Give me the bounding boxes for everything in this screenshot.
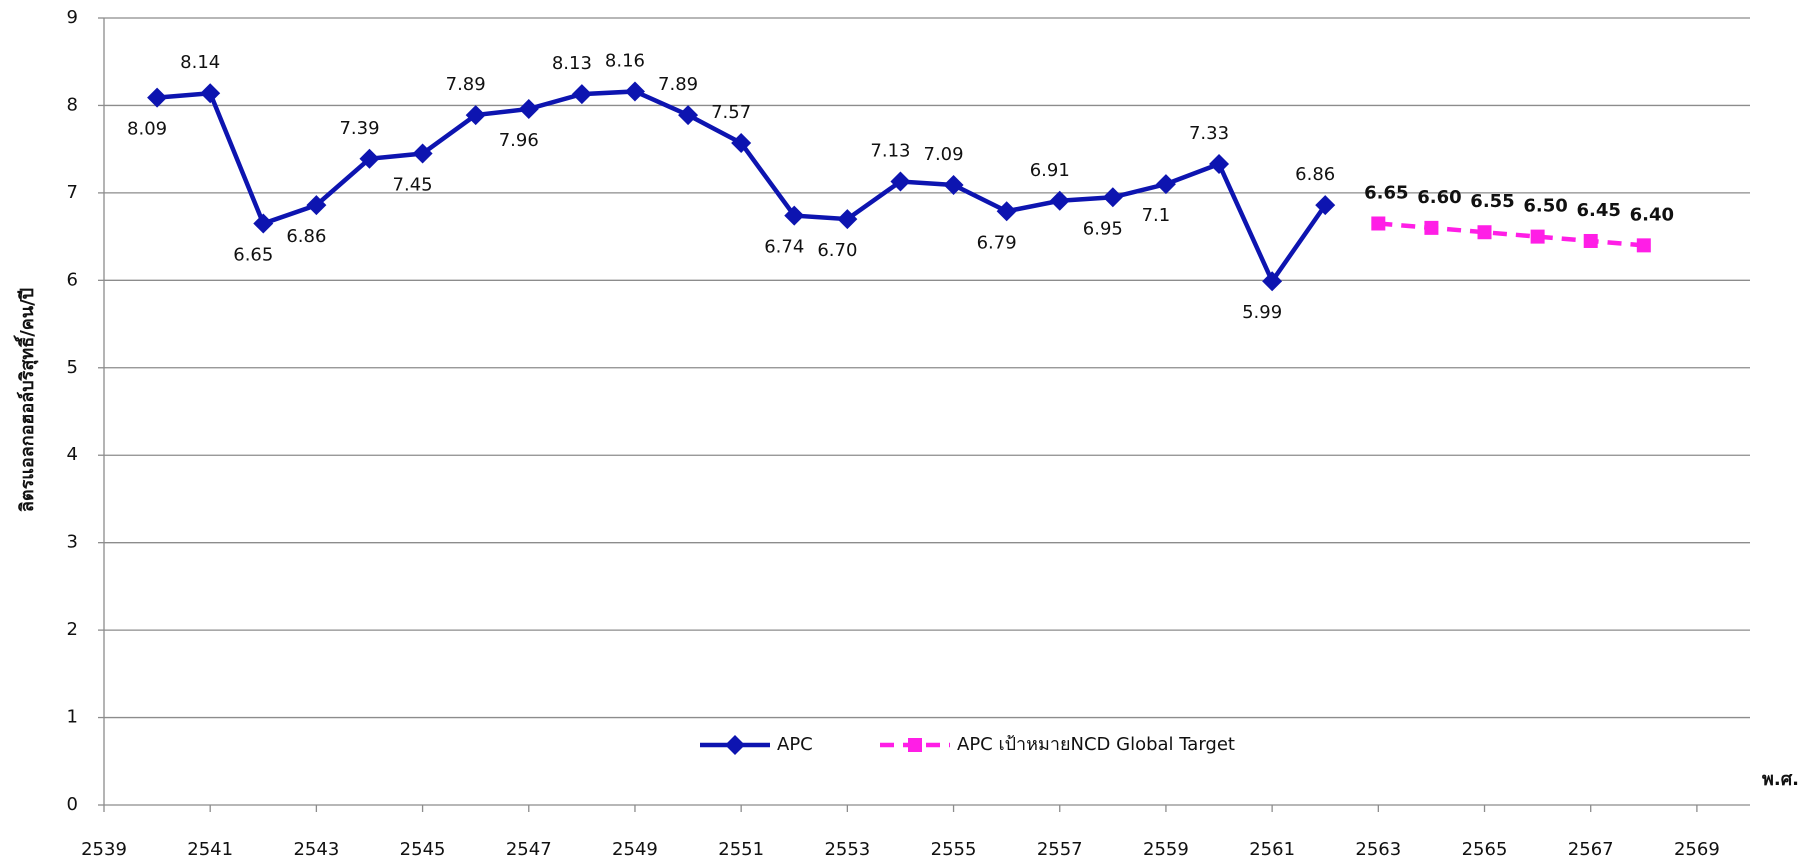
data-label: 7.96 bbox=[499, 130, 539, 151]
x-tick-label: 2541 bbox=[187, 839, 233, 860]
data-point bbox=[625, 81, 645, 101]
data-label: 7.33 bbox=[1189, 123, 1229, 144]
legend-marker bbox=[908, 738, 922, 752]
data-point bbox=[1531, 230, 1545, 244]
data-label: 7.89 bbox=[658, 74, 698, 95]
y-axis-label: ลิตรแอลกอฮอล์บริสุทธิ์/คน/ปี bbox=[13, 288, 39, 512]
y-tick-label: 2 bbox=[67, 619, 78, 640]
x-tick-label: 2565 bbox=[1462, 839, 1508, 860]
data-label: 6.55 bbox=[1470, 191, 1514, 212]
data-label: 8.13 bbox=[552, 53, 592, 74]
data-label: 8.14 bbox=[180, 52, 220, 73]
chart: ลิตรแอลกอฮอล์บริสุทธิ์/คน/ปี พ.ศ. 0 1 2 3 4 5… bbox=[0, 0, 1803, 864]
x-tick-label: 2547 bbox=[506, 839, 552, 860]
y-tick-label: 4 bbox=[67, 444, 78, 465]
x-tick-label: 2553 bbox=[824, 839, 870, 860]
y-tick-label: 1 bbox=[67, 707, 78, 728]
data-label: 7.39 bbox=[339, 118, 379, 139]
x-tick-label: 2539 bbox=[81, 839, 127, 860]
data-point bbox=[147, 88, 167, 108]
data-label: 6.74 bbox=[764, 237, 804, 258]
data-point bbox=[997, 201, 1017, 221]
data-label: 7.57 bbox=[711, 102, 751, 123]
x-tick-label: 2545 bbox=[400, 839, 446, 860]
data-label: 8.09 bbox=[127, 119, 167, 140]
x-tick-label: 2559 bbox=[1143, 839, 1189, 860]
x-tick-label: 2555 bbox=[931, 839, 977, 860]
data-point bbox=[253, 213, 273, 233]
y-tick-label: 7 bbox=[67, 182, 78, 203]
data-point bbox=[1209, 154, 1229, 174]
data-label: 6.86 bbox=[286, 226, 326, 247]
data-label: 6.50 bbox=[1523, 196, 1567, 217]
series-line bbox=[1378, 223, 1643, 245]
y-tick-label: 5 bbox=[67, 357, 78, 378]
y-tick-label: 6 bbox=[67, 269, 78, 290]
data-label: 7.13 bbox=[870, 141, 910, 162]
x-tick-label: 2557 bbox=[1037, 839, 1083, 860]
data-label: 6.86 bbox=[1295, 164, 1335, 185]
x-axis-label: พ.ศ. bbox=[1762, 769, 1799, 790]
data-point bbox=[572, 84, 592, 104]
data-point bbox=[1478, 225, 1492, 239]
data-point bbox=[1637, 238, 1651, 252]
data-label: 6.65 bbox=[1364, 182, 1408, 203]
data-point bbox=[1156, 174, 1176, 194]
data-label: 6.40 bbox=[1630, 204, 1674, 225]
data-point bbox=[1103, 187, 1123, 207]
data-label: 7.09 bbox=[924, 144, 964, 165]
data-point bbox=[678, 105, 698, 125]
data-point bbox=[1050, 191, 1070, 211]
data-point bbox=[200, 83, 220, 103]
data-label: 5.99 bbox=[1242, 302, 1282, 323]
legend-label: APC bbox=[777, 734, 813, 755]
data-point bbox=[944, 175, 964, 195]
x-tick-label: 2569 bbox=[1674, 839, 1720, 860]
x-tick-label: 2549 bbox=[612, 839, 658, 860]
x-tick-label: 2563 bbox=[1355, 839, 1401, 860]
data-label: 7.45 bbox=[393, 175, 433, 196]
x-tick-label: 2567 bbox=[1568, 839, 1614, 860]
x-tick-label: 2543 bbox=[293, 839, 339, 860]
data-label: 6.70 bbox=[817, 240, 857, 261]
data-point bbox=[519, 99, 539, 119]
data-label: 6.65 bbox=[233, 244, 273, 265]
data-point bbox=[1424, 221, 1438, 235]
data-label: 6.91 bbox=[1030, 160, 1070, 181]
y-tick-label: 9 bbox=[67, 7, 78, 28]
y-tick-label: 8 bbox=[67, 94, 78, 115]
data-label: 6.95 bbox=[1083, 218, 1123, 239]
data-label: 7.1 bbox=[1142, 205, 1171, 226]
data-label: 7.89 bbox=[446, 74, 486, 95]
data-point bbox=[1371, 216, 1385, 230]
x-tick-label: 2551 bbox=[718, 839, 764, 860]
data-label: 8.16 bbox=[605, 50, 645, 71]
y-tick-label: 3 bbox=[67, 532, 78, 553]
data-point bbox=[1584, 234, 1598, 248]
data-label: 6.60 bbox=[1417, 187, 1461, 208]
legend-marker bbox=[725, 735, 745, 755]
x-tick-label: 2561 bbox=[1249, 839, 1295, 860]
y-tick-label: 0 bbox=[67, 794, 78, 815]
data-label: 6.79 bbox=[977, 232, 1017, 253]
data-label: 6.45 bbox=[1576, 200, 1620, 221]
legend-label: APC เป้าหมายNCD Global Target bbox=[957, 734, 1235, 755]
